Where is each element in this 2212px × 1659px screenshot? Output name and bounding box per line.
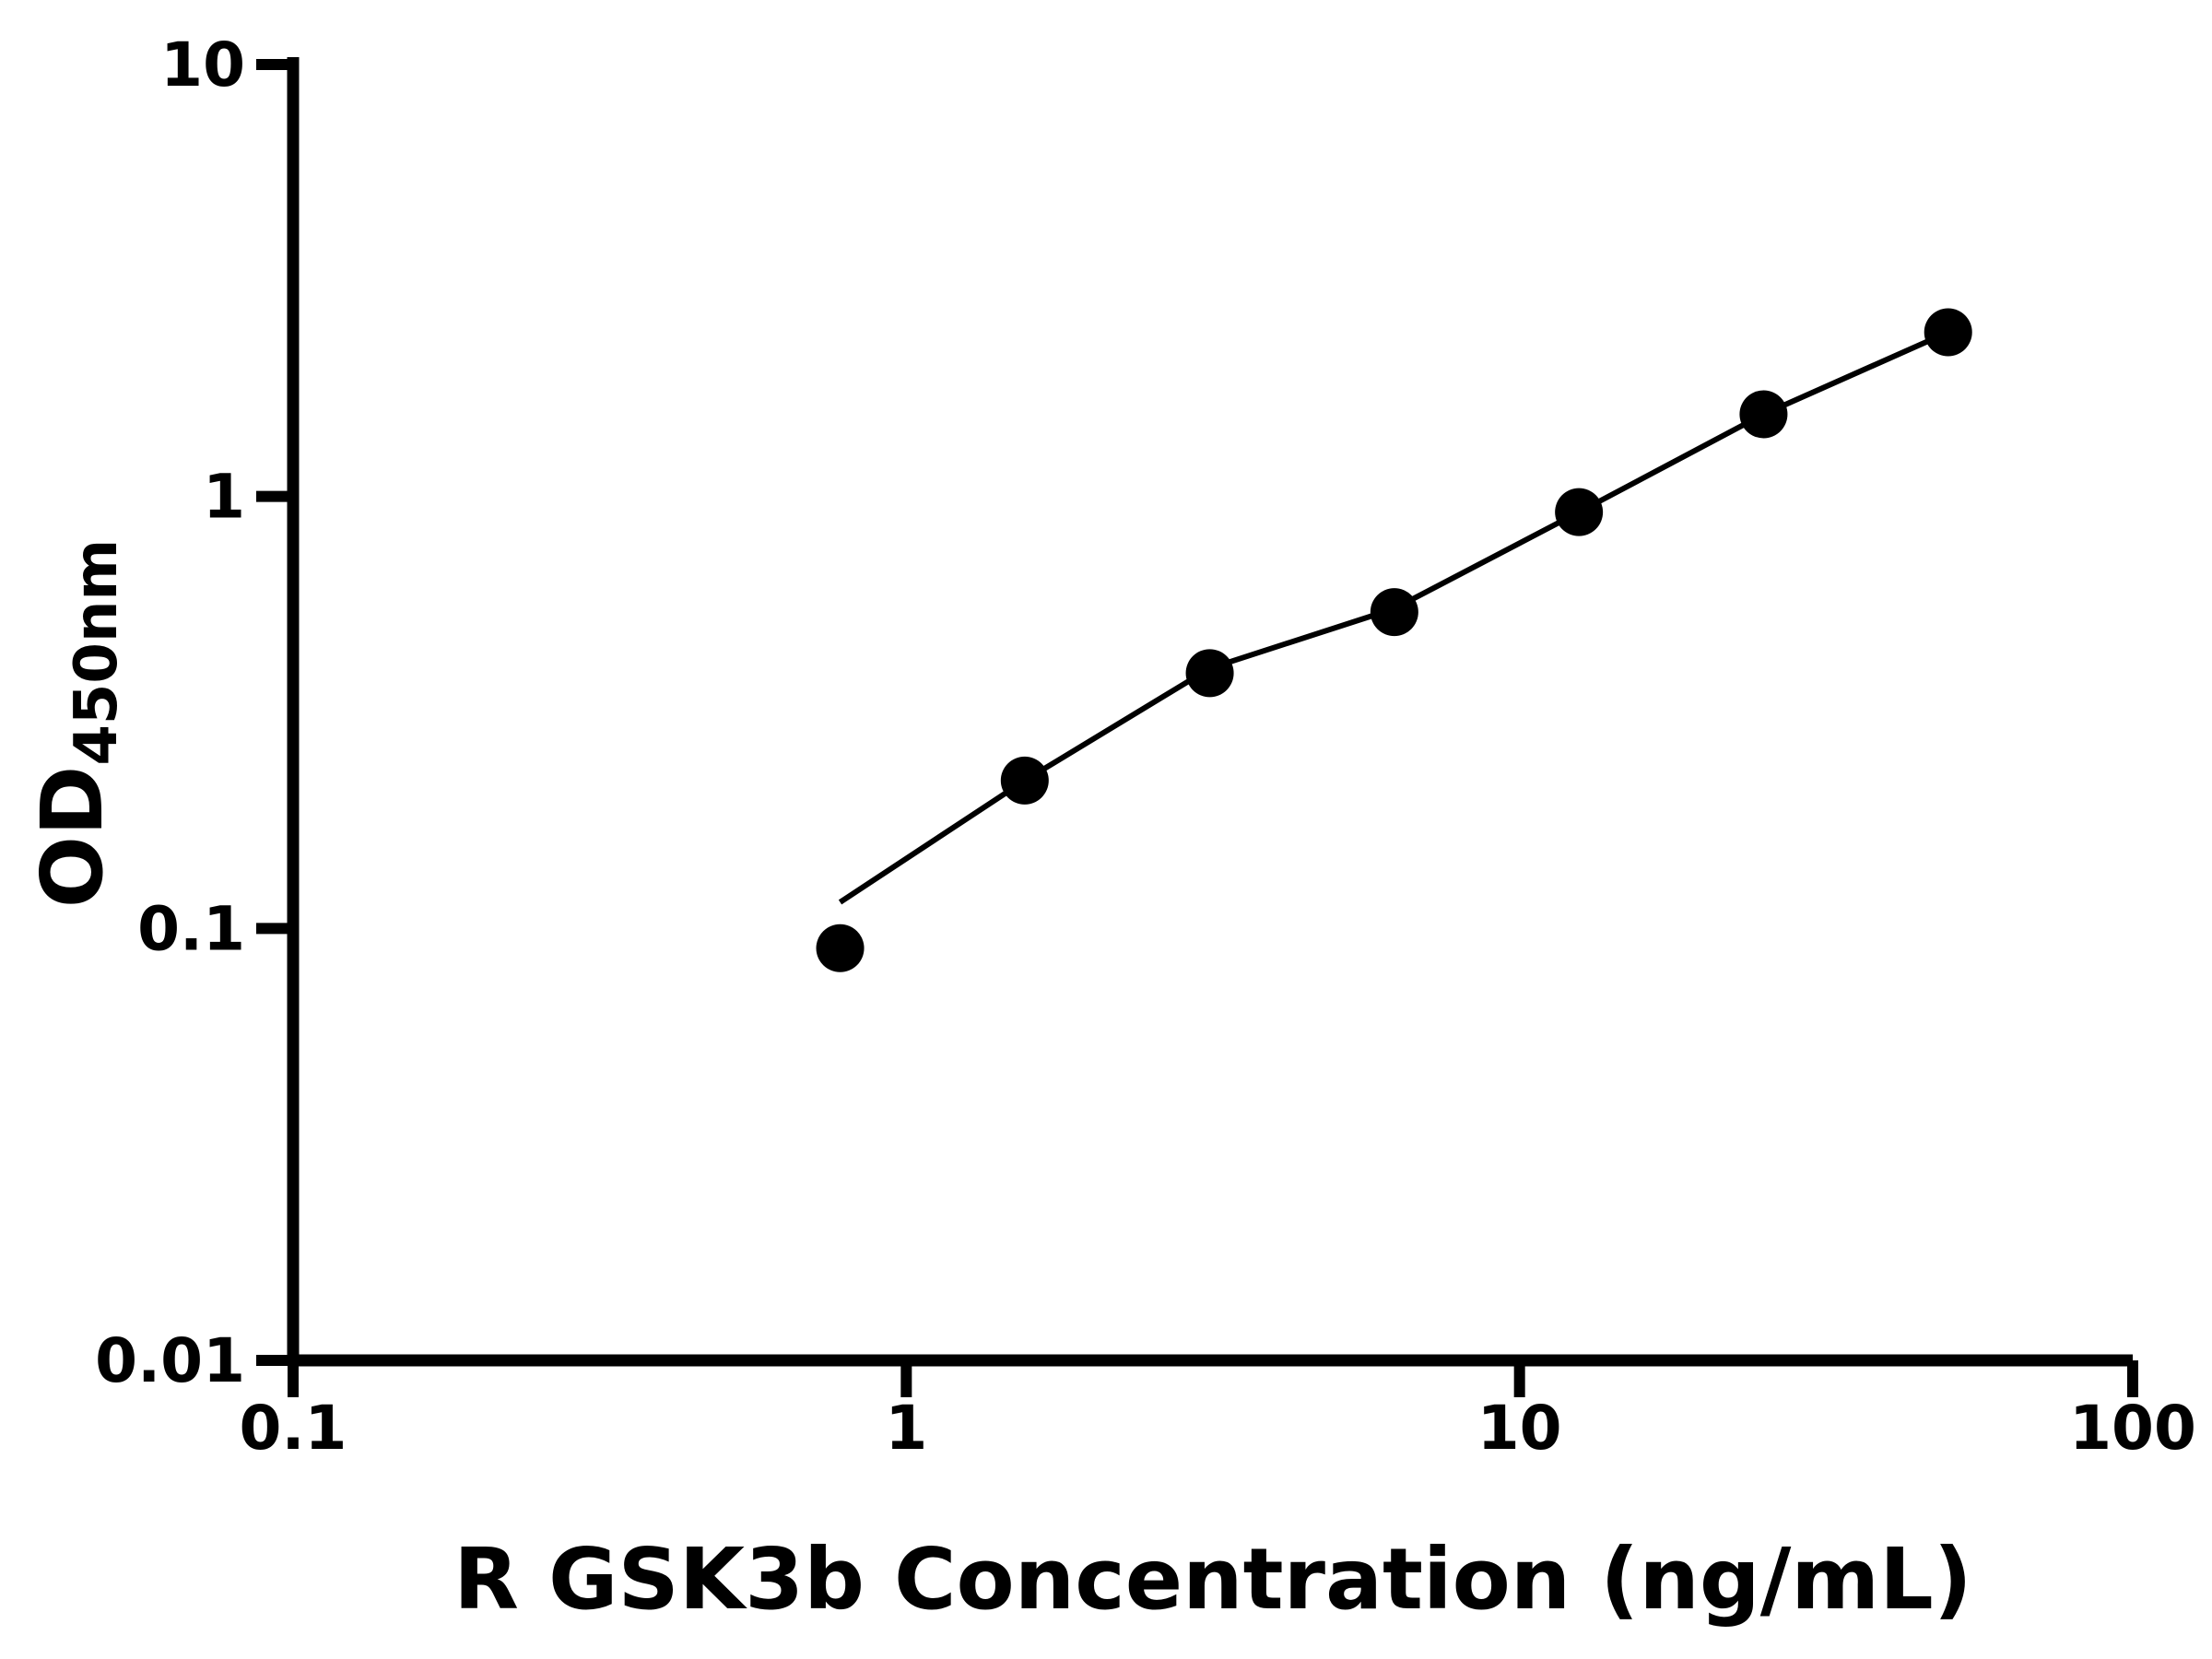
- x-axis-tick-labels: 0.1 1 10 100: [240, 1393, 2196, 1464]
- x-tick-label: 0.1: [240, 1393, 347, 1464]
- y-tick-label: 10: [160, 29, 245, 100]
- data-point-marker: [1185, 649, 1234, 698]
- y-axis-ticks: [256, 59, 293, 1366]
- x-axis-title: R GSK3b Concentration (ng/mL): [453, 1530, 1972, 1629]
- y-axis-title: OD450nm: [23, 539, 131, 908]
- y-tick-label: 1: [203, 462, 245, 533]
- y-tick-label: 0.1: [137, 893, 245, 964]
- x-tick-label: 100: [2069, 1393, 2196, 1464]
- axes: [287, 57, 2133, 1367]
- data-point-marker: [1000, 756, 1049, 805]
- data-point-marker: [816, 924, 865, 972]
- data-point-marker: [1739, 390, 1788, 439]
- y-axis-title-main: OD: [23, 766, 122, 909]
- y-tick-label: 0.01: [95, 1325, 245, 1396]
- x-tick-label: 10: [1477, 1393, 1562, 1464]
- x-tick-label: 1: [885, 1393, 927, 1464]
- data-points: [816, 308, 1972, 972]
- data-point-marker: [1924, 308, 1972, 357]
- y-axis-tick-labels: 0.01 0.1 1 10: [95, 29, 245, 1396]
- data-point-marker: [1555, 488, 1604, 536]
- y-axis-title-subscript: 450nm: [63, 539, 131, 766]
- x-axis-ticks: [288, 1360, 2138, 1397]
- data-point-marker: [1370, 588, 1418, 637]
